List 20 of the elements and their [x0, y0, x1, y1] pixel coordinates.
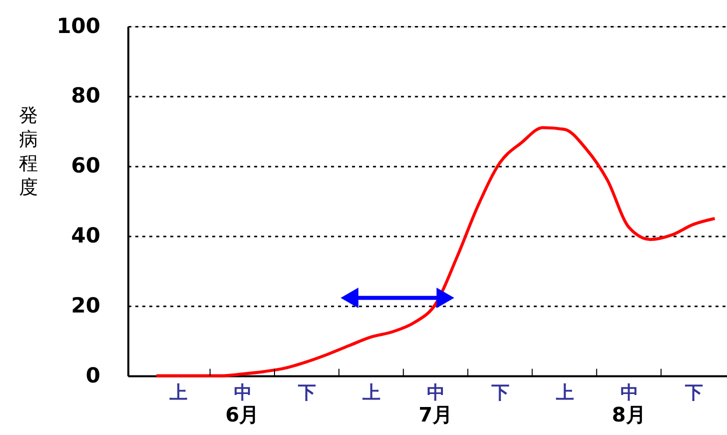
x-tick-label: 下: [490, 382, 510, 404]
text: 8月: [612, 402, 646, 427]
x-tick-label: 下: [297, 382, 316, 404]
y-tick-label: 40: [71, 223, 100, 248]
text: 7月: [418, 402, 453, 427]
y-tick-label: 60: [71, 154, 100, 178]
x-tick-label: 中: [620, 382, 638, 404]
y-axis-title: 発病程度: [18, 104, 38, 199]
y-tick-label: 80: [71, 84, 100, 108]
x-tick-label: 上: [554, 382, 574, 404]
x-tick-label: 中: [234, 382, 252, 404]
text: 6月: [225, 402, 260, 427]
x-tick-label: 下: [684, 382, 703, 404]
line-series: [154, 126, 716, 378]
y-tick-label: 100: [56, 14, 100, 38]
x-tick-label: 中: [427, 382, 446, 404]
x-tick-label: 上: [362, 382, 381, 404]
x-tick-label: 上: [168, 382, 188, 404]
y-tick-label: 0: [86, 363, 100, 388]
y-tick-label: 20: [71, 293, 100, 318]
